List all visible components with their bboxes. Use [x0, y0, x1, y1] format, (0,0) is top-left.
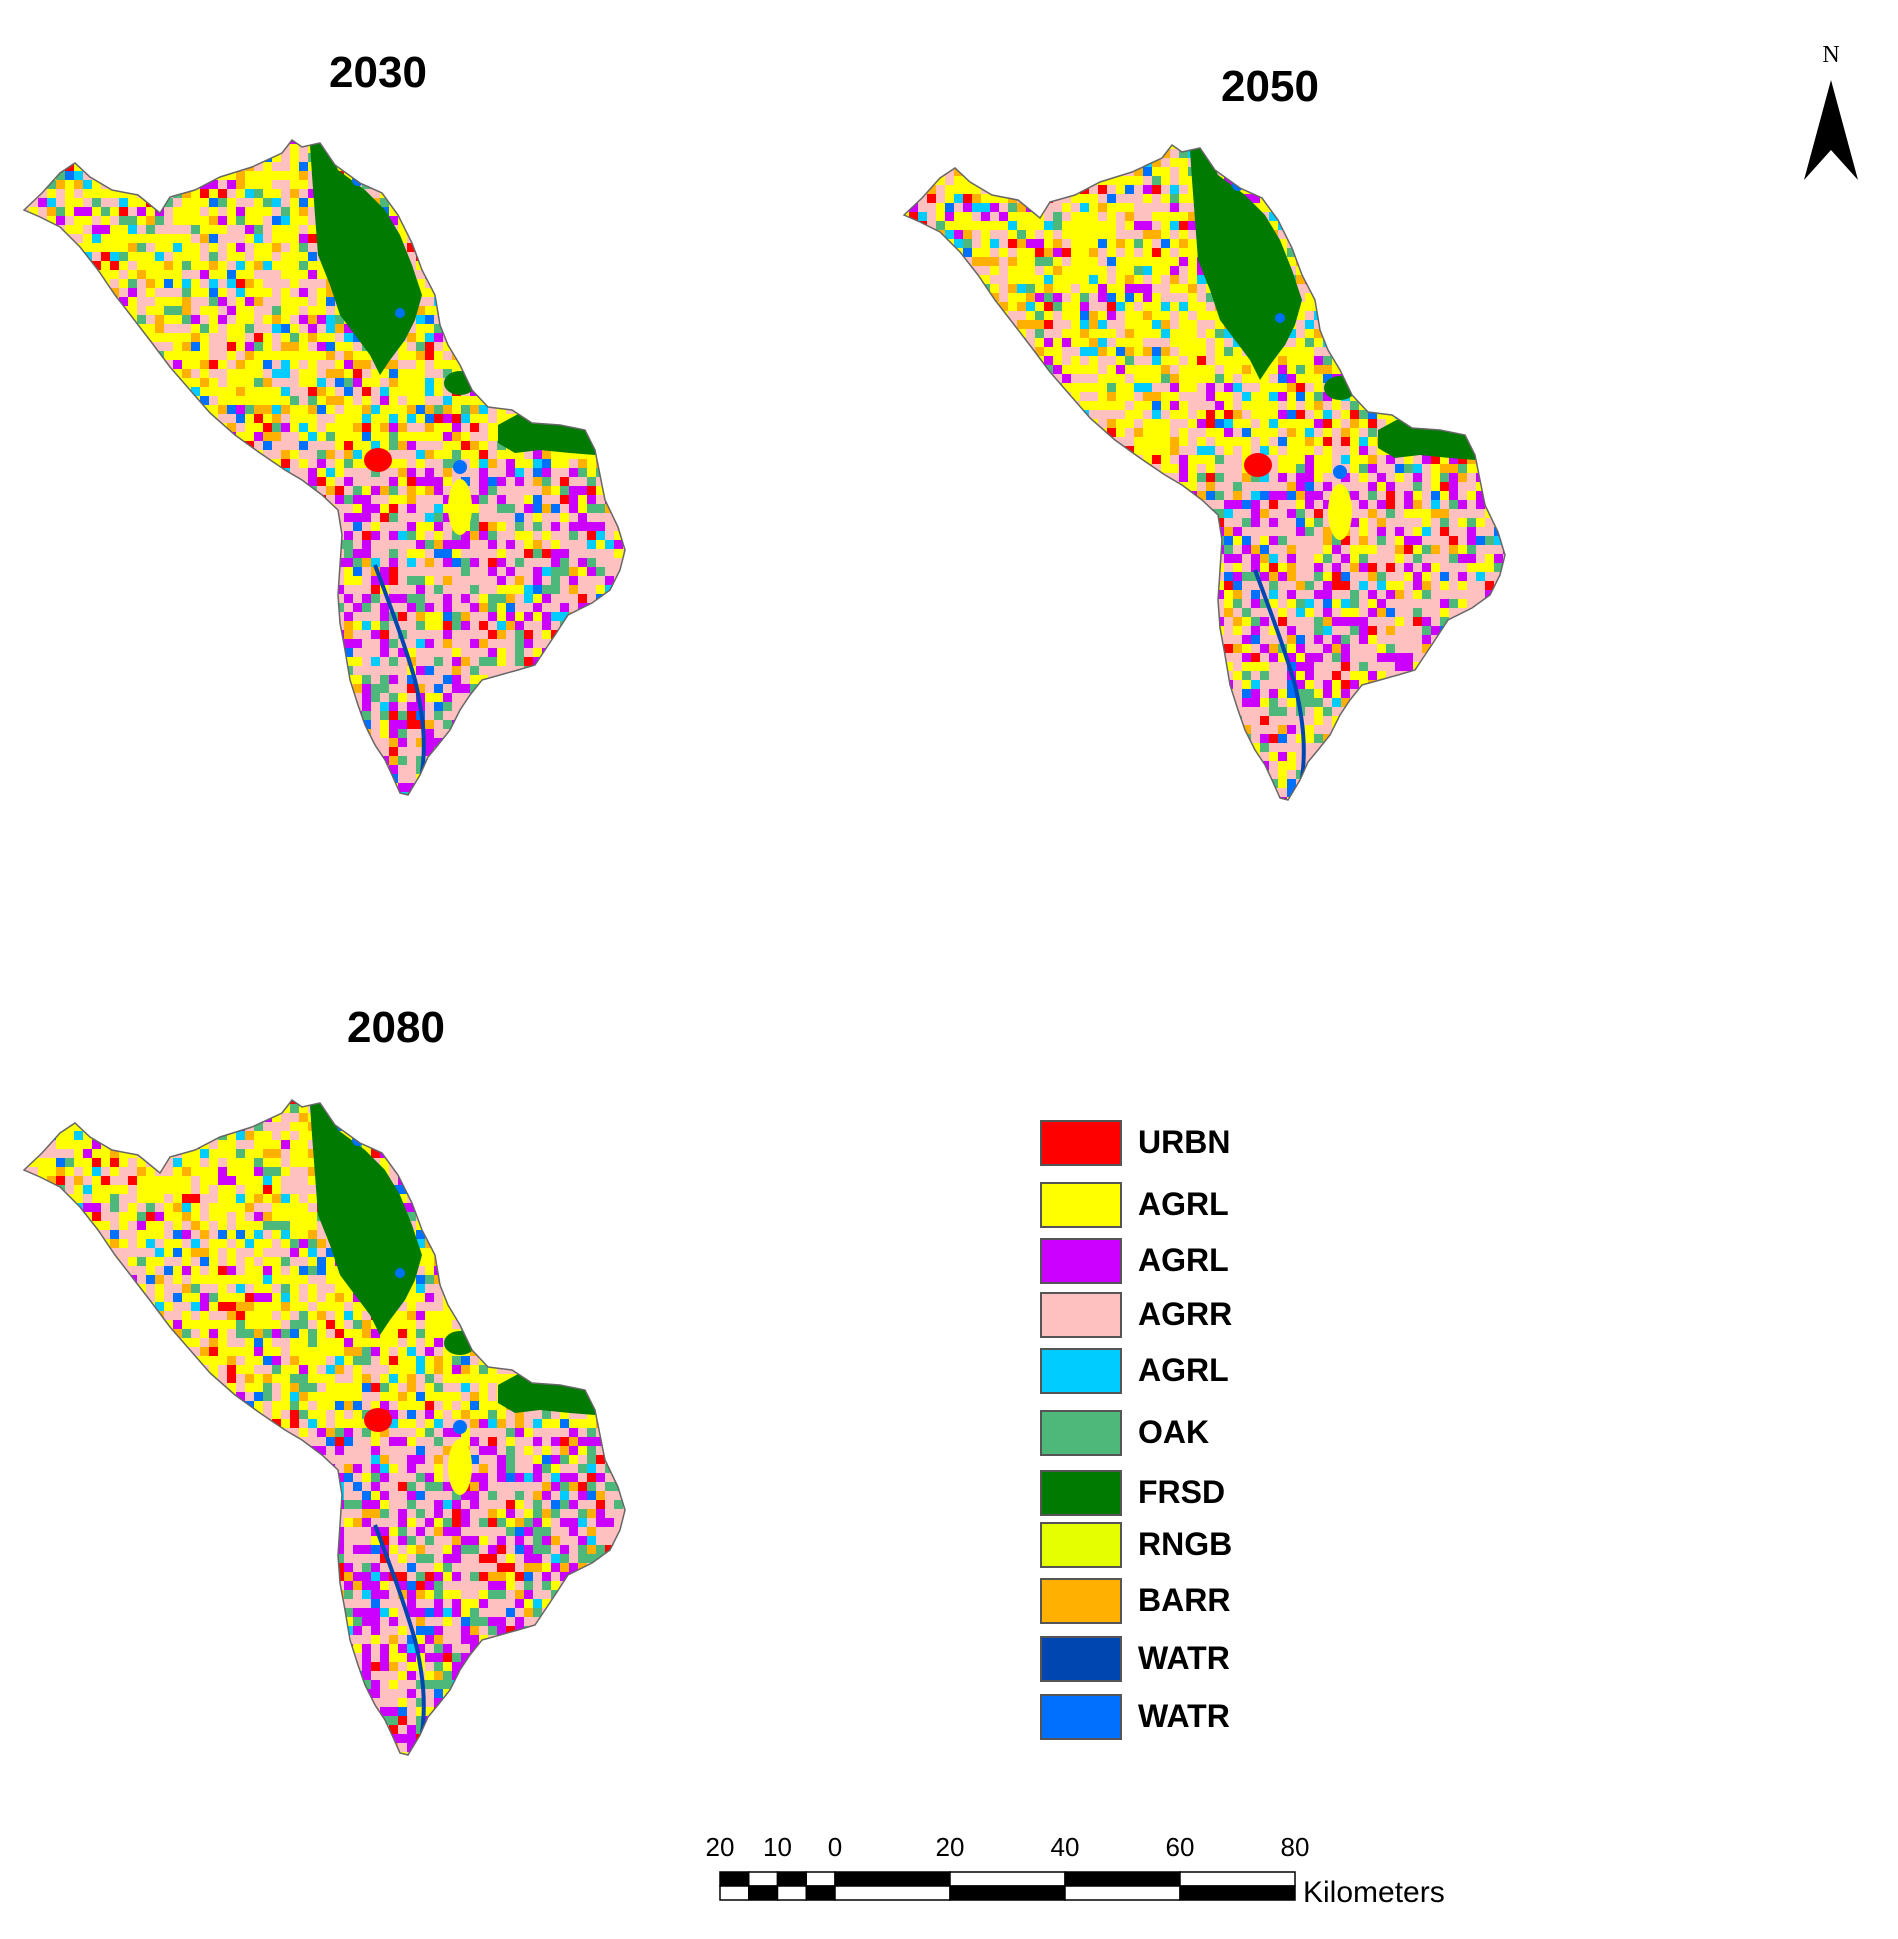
scale-unit-label: Kilometers	[1303, 1876, 1445, 1909]
legend-swatch	[1040, 1636, 1122, 1682]
legend-item: AGRL	[1040, 1182, 1300, 1230]
land-use-raster-2030	[24, 140, 625, 795]
legend-item: AGRL	[1040, 1348, 1300, 1396]
scale-tick-label: 20	[706, 1832, 735, 1862]
legend-swatch	[1040, 1120, 1122, 1166]
legend-swatch	[1040, 1694, 1122, 1740]
legend-item: AGRL	[1040, 1238, 1300, 1286]
scale-tick-label: 0	[828, 1832, 842, 1862]
legend-label: WATR	[1138, 1698, 1230, 1734]
watershed-boundary-2080	[22, 1098, 626, 1756]
legend-swatch	[1040, 1238, 1122, 1284]
land-use-raster-2050	[904, 145, 1505, 800]
legend-item: FRSD	[1040, 1470, 1300, 1518]
map-title-2050: 2050	[1221, 62, 1319, 111]
north-arrow-icon: N	[1804, 42, 1858, 180]
scale-tick-label: 40	[1051, 1832, 1080, 1862]
scale-tick-label: 80	[1281, 1832, 1310, 1862]
legend-swatch	[1040, 1410, 1122, 1456]
legend-item: BARR	[1040, 1578, 1300, 1626]
legend-label: AGRR	[1138, 1296, 1233, 1332]
map-title-2080: 2080	[347, 1003, 445, 1052]
scale-tick-label: 60	[1166, 1832, 1195, 1862]
legend-label: RNGB	[1138, 1526, 1233, 1562]
watershed-boundary-2030	[22, 138, 626, 796]
legend-swatch	[1040, 1292, 1122, 1338]
legend-swatch	[1040, 1578, 1122, 1624]
legend-swatch	[1040, 1182, 1122, 1228]
legend-item: URBN	[1040, 1120, 1300, 1168]
watershed-boundary-2050	[902, 143, 1506, 801]
scale-tick-label: 20	[936, 1832, 965, 1862]
north-arrow-shape	[1804, 80, 1858, 180]
land-use-raster-2080	[24, 1100, 625, 1755]
scale-tick-label: 10	[763, 1832, 792, 1862]
legend-item: RNGB	[1040, 1522, 1300, 1570]
land-use-map-2050	[902, 143, 1506, 801]
legend-label: OAK	[1138, 1414, 1210, 1450]
legend-label: FRSD	[1138, 1474, 1226, 1510]
legend-label: WATR	[1138, 1640, 1230, 1676]
land-use-map-2080	[22, 1098, 626, 1756]
map-title-2030: 2030	[329, 48, 427, 97]
legend-swatch	[1040, 1470, 1122, 1516]
legend-label: AGRL	[1138, 1352, 1229, 1388]
legend-label: URBN	[1138, 1124, 1231, 1160]
legend-item: AGRR	[1040, 1292, 1300, 1340]
land-use-map-2030	[22, 138, 626, 796]
legend-swatch	[1040, 1348, 1122, 1394]
north-label: N	[1822, 42, 1839, 68]
legend-item: OAK	[1040, 1410, 1300, 1458]
legend-item: WATR	[1040, 1694, 1300, 1742]
legend-label: AGRL	[1138, 1186, 1229, 1222]
scale-bar: 20 10 0 20 40 60 80 Kilometers	[706, 1832, 1445, 1909]
legend-item: WATR	[1040, 1636, 1300, 1684]
legend-label: BARR	[1138, 1582, 1231, 1618]
legend-swatch	[1040, 1522, 1122, 1568]
legend-label: AGRL	[1138, 1242, 1229, 1278]
